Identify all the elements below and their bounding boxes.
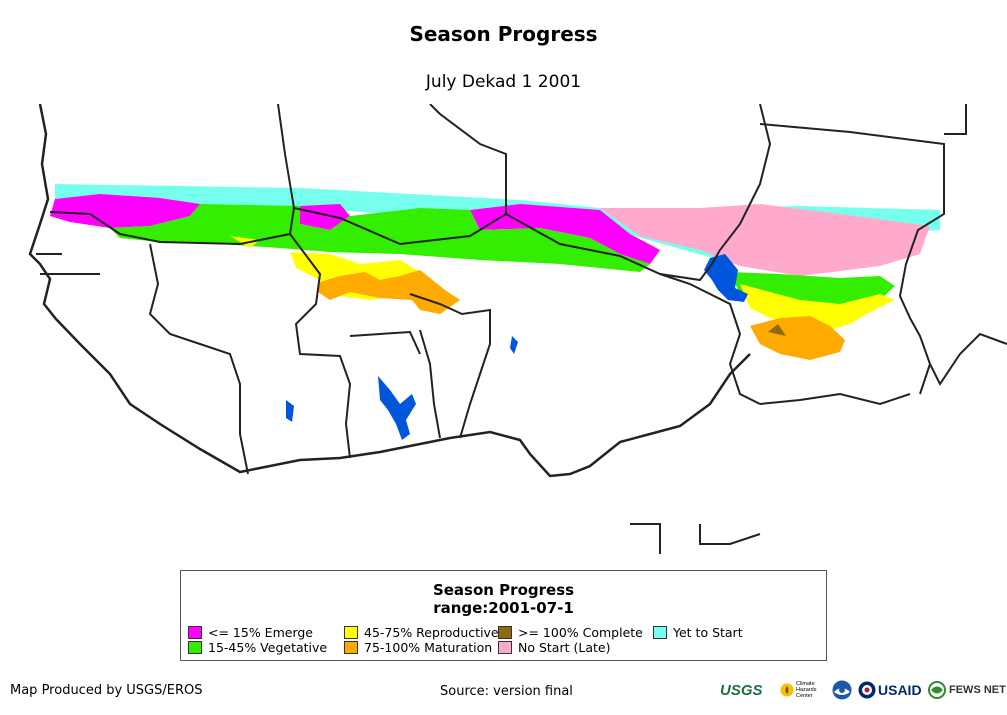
fews-logo-text: FEWS NET [949,684,1006,696]
chc-drop-icon [780,683,794,697]
usaid-seal-icon [858,681,876,699]
legend-item-vegetative: 15-45% Vegetative [188,641,327,655]
legend-title: Season Progress range:2001-07-1 [181,581,826,617]
source-note: Source: version final [440,684,573,699]
swatch-yet-to-start [653,626,667,639]
country-borders [36,104,1007,554]
usgs-logo: USGS [720,678,776,702]
zone-complete [768,324,786,336]
lake-kainji [510,336,518,354]
produced-by-credit: Map Produced by USGS/EROS [10,683,203,698]
noaa-logo-icon [832,678,854,702]
chc-logo-text: Climate Hazards Center [796,681,817,699]
season-progress-map [28,104,1007,554]
swatch-vegetative [188,641,202,654]
legend-title-line1: Season Progress [432,581,575,599]
fews-logo: FEWS NET [928,678,1006,702]
legend-label-vegetative: 15-45% Vegetative [208,640,328,655]
legend-item-reproductive: 45-75% Reproductive [344,626,499,640]
swatch-reproductive [344,626,358,639]
legend-label-yet-to-start: Yet to Start [673,625,743,640]
zone-no-start [600,204,930,276]
legend-item-emerge: <= 15% Emerge [188,626,313,640]
legend-label-emerge: <= 15% Emerge [208,625,313,640]
legend-item-maturation: 75-100% Maturation [344,641,492,655]
coastline [28,104,751,478]
legend-label-complete: >= 100% Complete [518,625,643,640]
legend: Season Progress range:2001-07-1 <= 15% E… [180,570,827,661]
zone-emerge [50,194,660,264]
map-subtitle: July Dekad 1 2001 [425,72,582,92]
usgs-logo-text: USGS [720,681,763,699]
fews-globe-icon [928,681,946,699]
map-title: Season Progress [409,22,598,46]
legend-label-reproductive: 45-75% Reproductive [364,625,499,640]
legend-item-yet-to-start: Yet to Start [653,626,743,640]
legend-title-line2: range:2001-07-1 [433,599,574,617]
swatch-maturation [344,641,358,654]
chc-logo: Climate Hazards Center [780,678,832,702]
swatch-emerge [188,626,202,639]
zone-vegetative [110,204,895,312]
legend-label-no-start: No Start (Late) [518,640,611,655]
swatch-complete [498,626,512,639]
usaid-logo: USAID [858,678,928,702]
legend-label-maturation: 75-100% Maturation [364,640,493,655]
swatch-no-start [498,641,512,654]
usaid-logo-text: USAID [878,682,922,698]
lake-kossou [286,400,294,422]
lake-chad [704,254,748,302]
legend-item-no-start: No Start (Late) [498,641,610,655]
lake-volta [378,376,416,440]
zone-maturation [318,270,845,360]
legend-item-complete: >= 100% Complete [498,626,643,640]
